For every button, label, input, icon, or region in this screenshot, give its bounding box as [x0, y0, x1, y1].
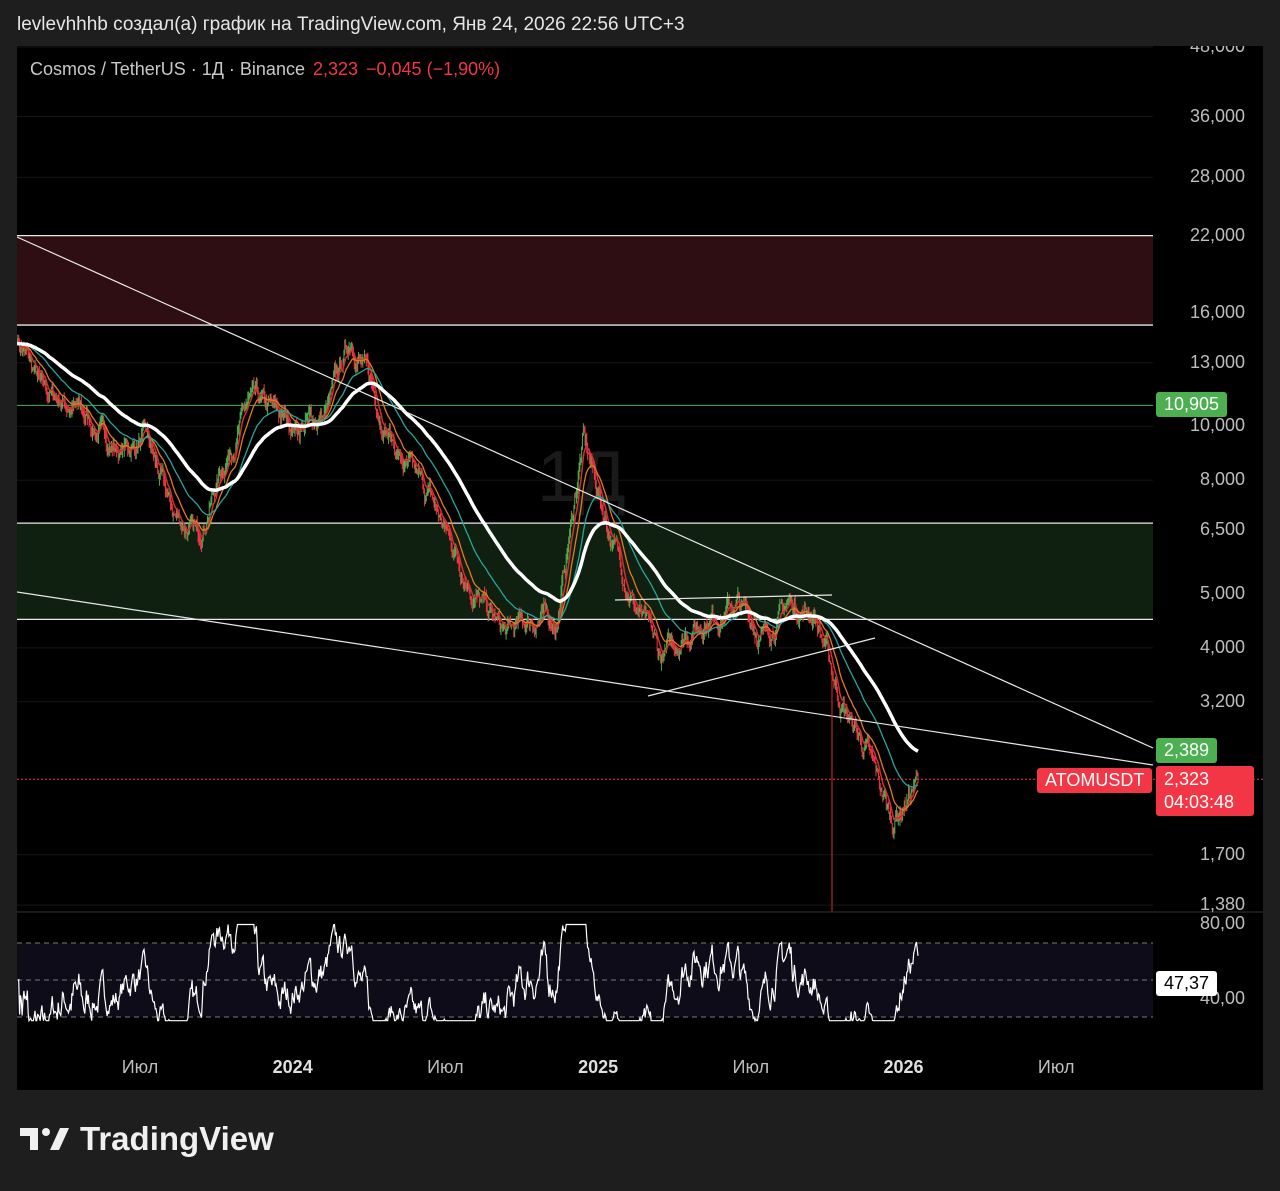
time-axis-label: 2024 — [272, 1057, 313, 1077]
rsi-value-tag: 47,37 — [1156, 971, 1218, 996]
price-axis-label: 5,000 — [1199, 582, 1245, 603]
last-price-tag: 2,323 04:03:48 — [1156, 766, 1254, 816]
price-axis-label: 16,000 — [1189, 301, 1245, 322]
price-change: −0,045 (−1,90%) — [366, 59, 501, 79]
symbol-tag: ATOMUSDT — [1037, 768, 1153, 793]
moving-average-21 — [17, 342, 919, 811]
price-axis-label: 6,500 — [1199, 519, 1245, 540]
tradingview-logo-icon — [20, 1128, 69, 1150]
time-axis-label: Июл — [732, 1057, 770, 1077]
bar-countdown: 04:03:48 — [1164, 792, 1235, 812]
price-axis-label: 13,000 — [1189, 351, 1245, 372]
price-axis-label: 1,700 — [1199, 843, 1245, 864]
price-axis-label: 4,000 — [1199, 636, 1245, 657]
price-axis-label: 1,380 — [1199, 894, 1245, 915]
symbol-legend: Cosmos / TetherUS · 1Д · Binance 2,323 −0,… — [30, 59, 500, 80]
price-axis-label: 3,200 — [1199, 690, 1245, 711]
tradingview-logo[interactable]: TradingView — [20, 1120, 274, 1158]
moving-average-9 — [17, 341, 919, 821]
chart-caption: levlevhhhb создал(а) график на TradingVi… — [17, 14, 685, 35]
ma-price-tag: 2,389 — [1156, 738, 1218, 763]
last-price: 2,323 — [312, 59, 359, 79]
symbol-name[interactable]: Cosmos / TetherUS · 1Д · Binance — [30, 59, 305, 79]
support-zone — [17, 523, 1153, 620]
time-axis-label: Июл — [1037, 1057, 1075, 1077]
last-price-value: 2,323 — [1164, 769, 1210, 789]
price-axis-label: 28,000 — [1189, 166, 1245, 187]
trend-line — [647, 637, 876, 697]
trend-line — [614, 594, 833, 601]
rsi-axis-upper: 80,00 — [1199, 913, 1245, 933]
price-axis-label: 48,000 — [1189, 46, 1245, 56]
moving-average-50 — [17, 342, 919, 788]
price-axis-label: 10,000 — [1189, 415, 1245, 436]
time-axis-label: Июл — [427, 1057, 464, 1077]
price-axis-label: 22,000 — [1189, 224, 1245, 245]
price-chart[interactable] — [17, 46, 1263, 1090]
price-axis-label: 8,000 — [1199, 469, 1245, 490]
time-axis-label: 2026 — [883, 1057, 924, 1077]
rsi-line — [17, 923, 919, 1024]
moving-average-100 — [17, 341, 919, 753]
chart-panel[interactable]: 1Д Cosmos / TetherUS · 1Д · Binance 2,323… — [17, 46, 1263, 1090]
trend-line — [17, 236, 1154, 749]
trend-line — [17, 591, 1154, 766]
level-price-tag: 10,905 — [1156, 392, 1228, 417]
time-axis-label: 2025 — [578, 1057, 619, 1077]
price-axis-label: 36,000 — [1189, 105, 1245, 126]
time-axis-label: Июл — [121, 1057, 159, 1077]
brand-name: TradingView — [80, 1120, 274, 1157]
resistance-zone — [17, 235, 1153, 326]
